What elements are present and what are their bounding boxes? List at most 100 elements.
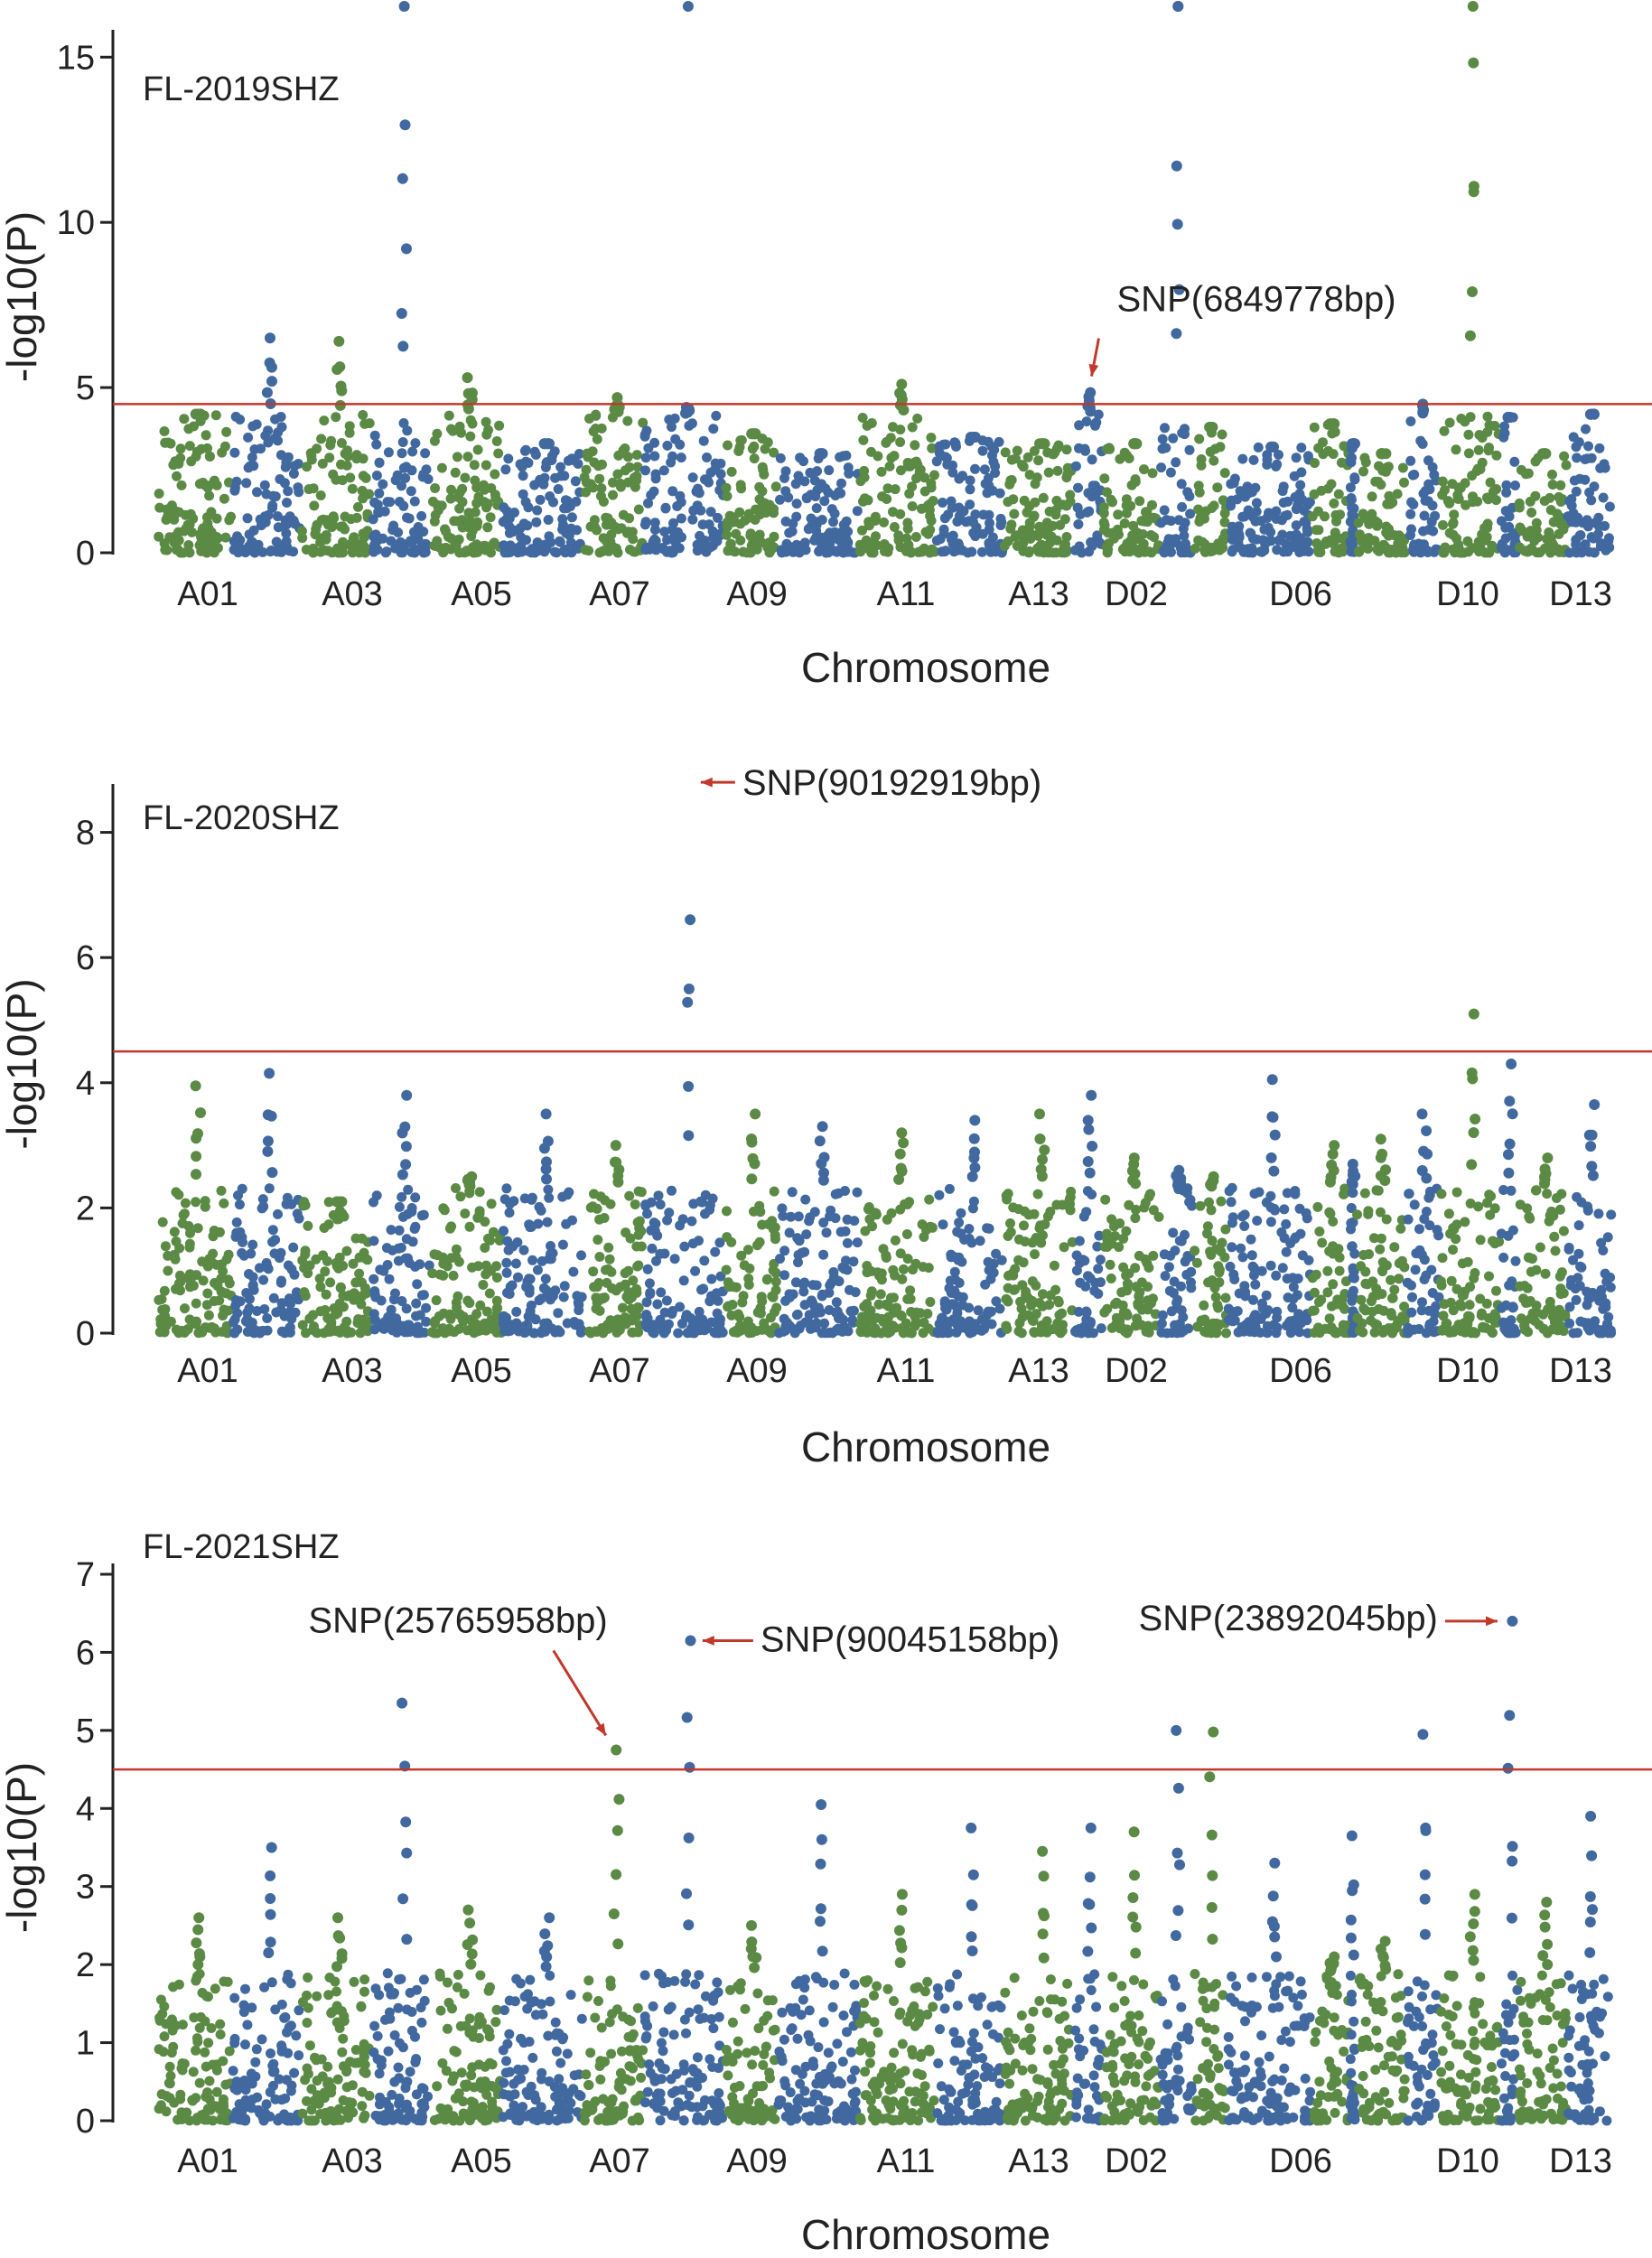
snp-point (380, 547, 391, 558)
snp-point (790, 479, 801, 490)
snp-point (332, 2074, 343, 2085)
snp-point (1059, 547, 1070, 558)
snp-point (389, 2076, 400, 2087)
snp-point (229, 447, 240, 458)
snp-point (895, 1248, 906, 1259)
snp-point (229, 1328, 239, 1339)
snp-point (1302, 524, 1312, 535)
snp-point (988, 1267, 999, 1278)
snp-point (1483, 494, 1494, 505)
snp-point (1041, 1316, 1052, 1327)
snp-point (939, 1296, 950, 1307)
snp-point (767, 1291, 778, 1302)
snp-point (1372, 520, 1383, 531)
snp-point (746, 1136, 758, 1148)
snp-point (697, 519, 708, 530)
snp-point (957, 471, 968, 481)
snp-point (263, 425, 274, 436)
snp-point (852, 1237, 863, 1248)
snp-point (612, 469, 623, 480)
snp-point (786, 1211, 796, 1222)
snp-point (650, 545, 661, 555)
snp-point (341, 2105, 351, 2116)
snp-point (1134, 1297, 1144, 1308)
snp-point (270, 491, 281, 502)
snp-point (371, 439, 382, 450)
snp-point (944, 1183, 955, 1194)
snp-point (700, 474, 710, 485)
snp-point (1102, 443, 1112, 454)
snp-point (499, 540, 509, 551)
snp-point (1105, 1259, 1115, 1270)
snp-point (850, 1287, 861, 1298)
snp-point (499, 547, 510, 558)
snp-point (276, 1298, 287, 1309)
snp-point (746, 1173, 758, 1185)
snp-point (1500, 522, 1511, 533)
snp-point-peak (462, 372, 473, 384)
snp-point (977, 445, 988, 456)
snp-point-peak (331, 1196, 343, 1208)
snp-point (733, 446, 744, 456)
snp-point (285, 2020, 296, 2031)
snp-point (1326, 1159, 1338, 1171)
snp-point (1175, 543, 1186, 554)
snp-point (1031, 1280, 1041, 1291)
snp-point (1590, 518, 1601, 528)
snp-point (1436, 1280, 1447, 1291)
snp-point (923, 1323, 934, 1334)
snp-point (946, 496, 957, 507)
snp-point (501, 1267, 512, 1278)
snp-point (387, 1318, 397, 1328)
snp-point (1455, 1299, 1466, 1310)
snp-point (1596, 1237, 1607, 1248)
snp-point (792, 1309, 803, 1320)
snp-point (378, 533, 388, 544)
snp-point (1018, 546, 1029, 556)
snp-point (160, 1241, 171, 1252)
snp-point (1237, 453, 1248, 464)
snp-point (764, 537, 775, 548)
snp-point (443, 1977, 453, 1988)
snp-point (257, 1194, 268, 1205)
snp-point (857, 525, 867, 536)
snp-point (312, 1991, 322, 2001)
snp-point (1443, 1208, 1454, 1219)
snp-point (159, 1285, 170, 1296)
snp-point (1463, 546, 1474, 557)
snp-point (621, 1319, 631, 1330)
snp-point (1087, 481, 1098, 491)
snp-point (441, 2066, 452, 2076)
snp-point (831, 1297, 842, 1308)
snp-point (910, 532, 921, 542)
snp-point (1104, 538, 1114, 549)
snp-point (171, 1236, 182, 1246)
snp-point (1320, 1323, 1330, 1334)
snp-point (328, 511, 339, 522)
snp-point (378, 1323, 389, 1334)
snp-point (397, 173, 408, 184)
snp-point (384, 1274, 395, 1284)
snp-point (1073, 482, 1083, 493)
snp-point (1387, 1292, 1397, 1303)
snp-point (1453, 539, 1463, 550)
snp-point (1239, 1221, 1250, 1231)
snp-point (184, 1238, 195, 1249)
snp-point (163, 2077, 174, 2088)
snp-point (656, 1287, 667, 1298)
snp-point (649, 1320, 660, 1331)
snp-point (291, 2030, 302, 2041)
snp-point (483, 425, 493, 435)
snp-point (1236, 543, 1246, 554)
snp-point (919, 1232, 929, 1242)
snp-point (300, 1199, 311, 1210)
snp-point (652, 1299, 663, 1310)
snp-point-peak (1377, 448, 1388, 460)
snp-point (830, 1189, 841, 1199)
snp-point (855, 1326, 866, 1337)
snp-point (1196, 454, 1207, 464)
snp-point (1392, 489, 1403, 499)
snp-point (1463, 1311, 1473, 1321)
snp-point (1087, 454, 1097, 465)
